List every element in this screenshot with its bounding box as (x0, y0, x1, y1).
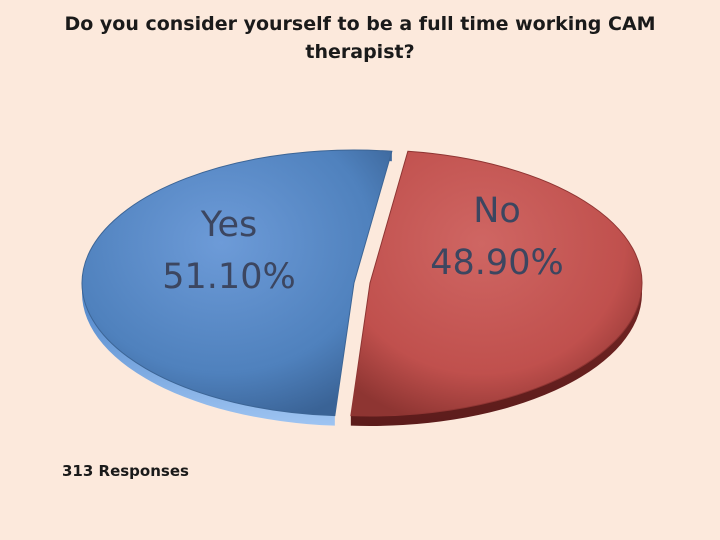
pie-slice-no (350, 150, 643, 417)
responses-note: 313 Responses (62, 462, 189, 480)
pie-slice-yes (81, 149, 393, 417)
slice-value-yes: 51.10% (162, 257, 295, 297)
slice-label-no: No (473, 191, 521, 231)
slice-value-no: 48.90% (430, 243, 563, 283)
slice-label-yes: Yes (200, 205, 258, 245)
chart-title: Do you consider yourself to be a full ti… (64, 13, 656, 63)
